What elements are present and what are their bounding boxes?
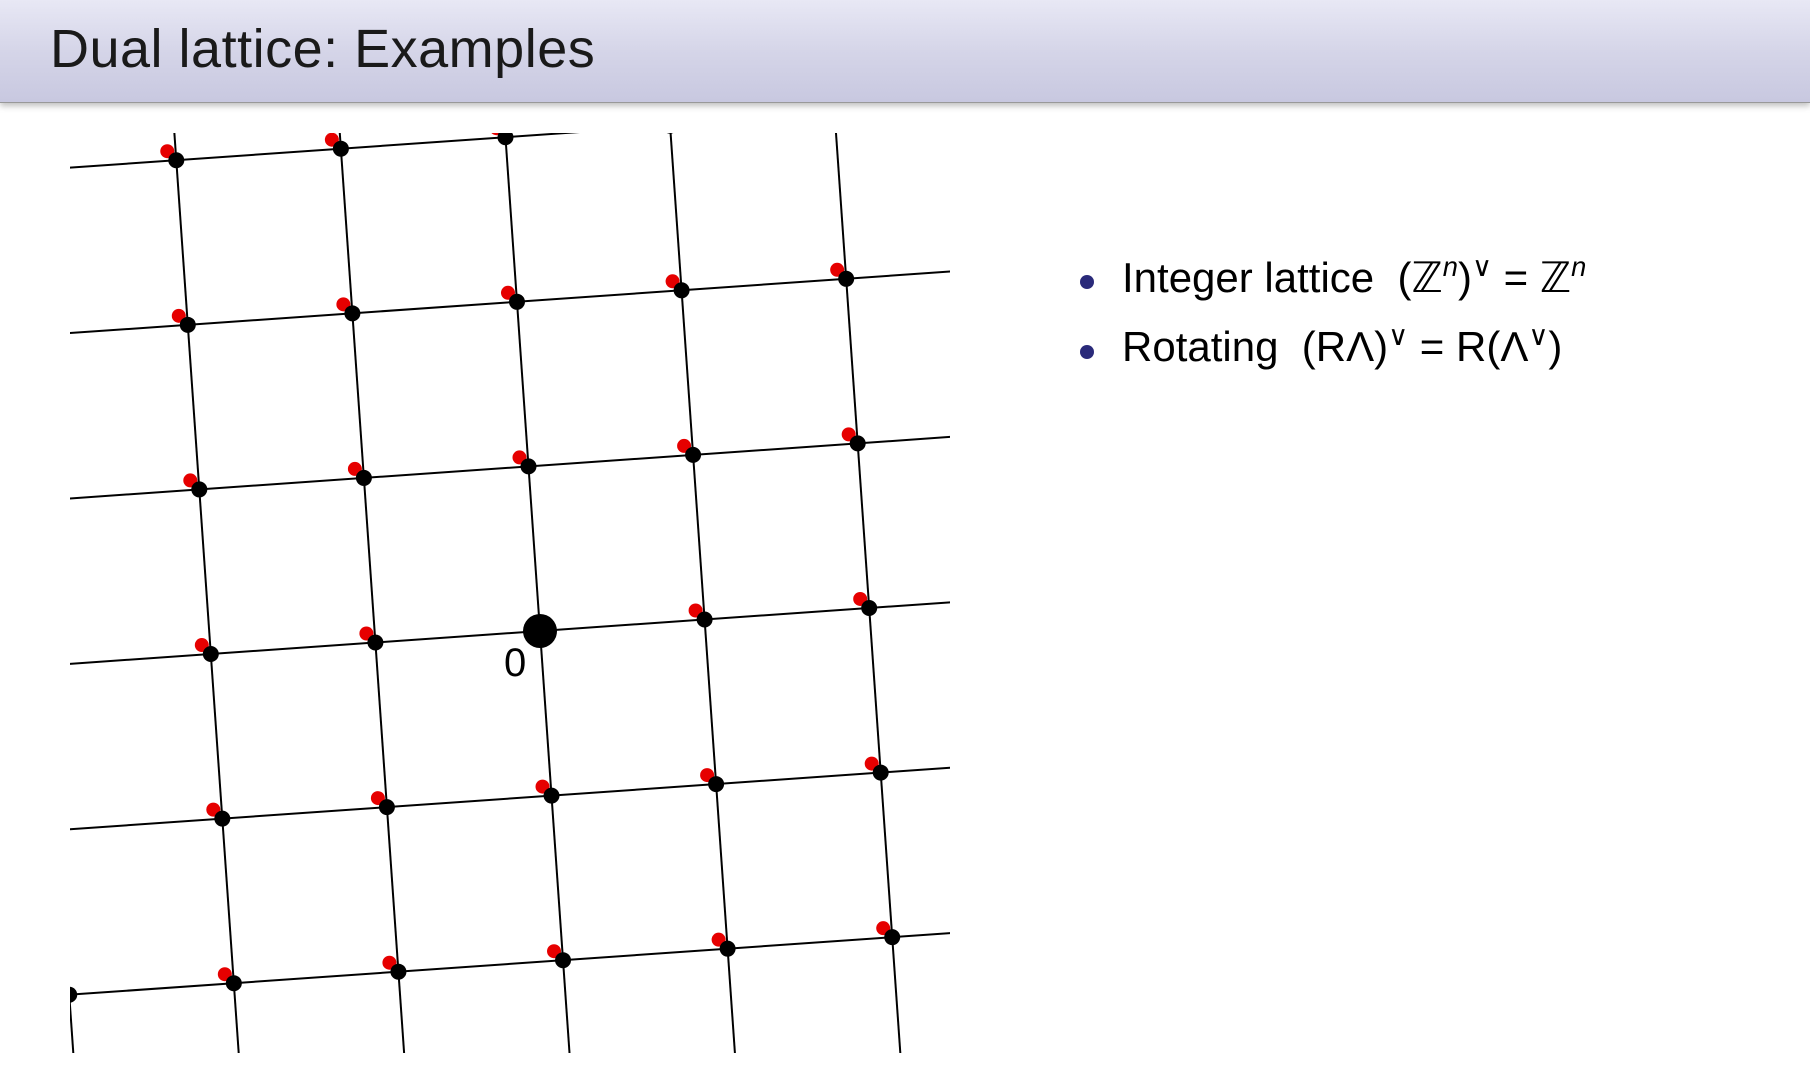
- bullet-item-1: Integer lattice (ℤn)∨ = ℤn: [1080, 253, 1586, 303]
- slide-title-bar: Dual lattice: Examples: [0, 0, 1810, 103]
- bullet-text-1: Integer lattice (ℤn)∨ = ℤn: [1122, 253, 1586, 303]
- bullet-prefix-1: Integer lattice: [1122, 254, 1374, 301]
- lattice-diagram: 0: [70, 133, 950, 1053]
- math-expr-1: (ℤn)∨ = ℤn: [1386, 254, 1586, 301]
- slide-content: 0 Integer lattice (ℤn)∨ = ℤn Rotating (R…: [0, 103, 1810, 1053]
- slide-title: Dual lattice: Examples: [50, 18, 1760, 80]
- svg-text:0: 0: [504, 641, 526, 685]
- math-expr-2: (RΛ)∨ = R(Λ∨): [1290, 323, 1562, 370]
- lattice-svg: 0: [70, 133, 950, 1053]
- bullet-item-2: Rotating (RΛ)∨ = R(Λ∨): [1080, 323, 1586, 371]
- bullet-marker: [1080, 275, 1094, 289]
- bullet-list: Integer lattice (ℤn)∨ = ℤn Rotating (RΛ)…: [950, 133, 1586, 1053]
- bullet-text-2: Rotating (RΛ)∨ = R(Λ∨): [1122, 323, 1562, 371]
- bullet-marker: [1080, 345, 1094, 359]
- bullet-prefix-2: Rotating: [1122, 323, 1278, 370]
